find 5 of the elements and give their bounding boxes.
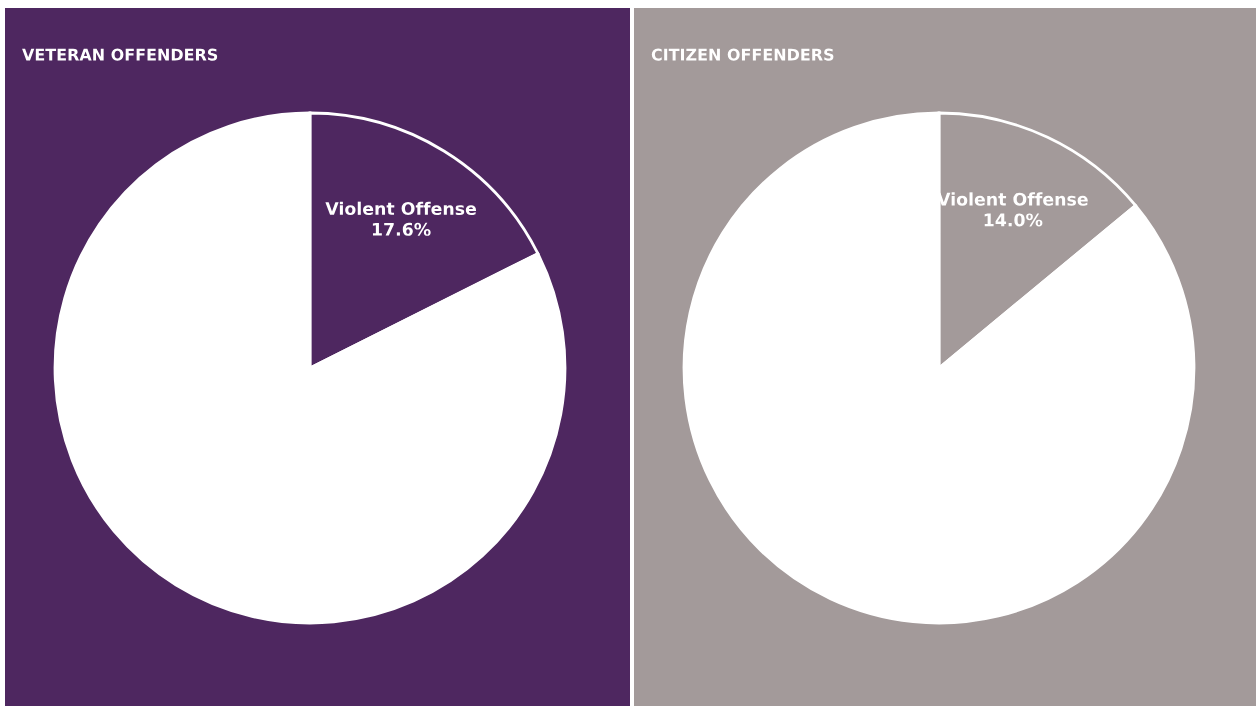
chart-title: CITIZEN OFFENDERS	[651, 48, 834, 61]
data-label: 14.0%	[984, 213, 1043, 227]
slice-label: Violent Offense	[325, 201, 476, 216]
data-label: 17.6%	[372, 222, 431, 236]
chart-title: VETERAN OFFENDERS	[22, 48, 218, 61]
